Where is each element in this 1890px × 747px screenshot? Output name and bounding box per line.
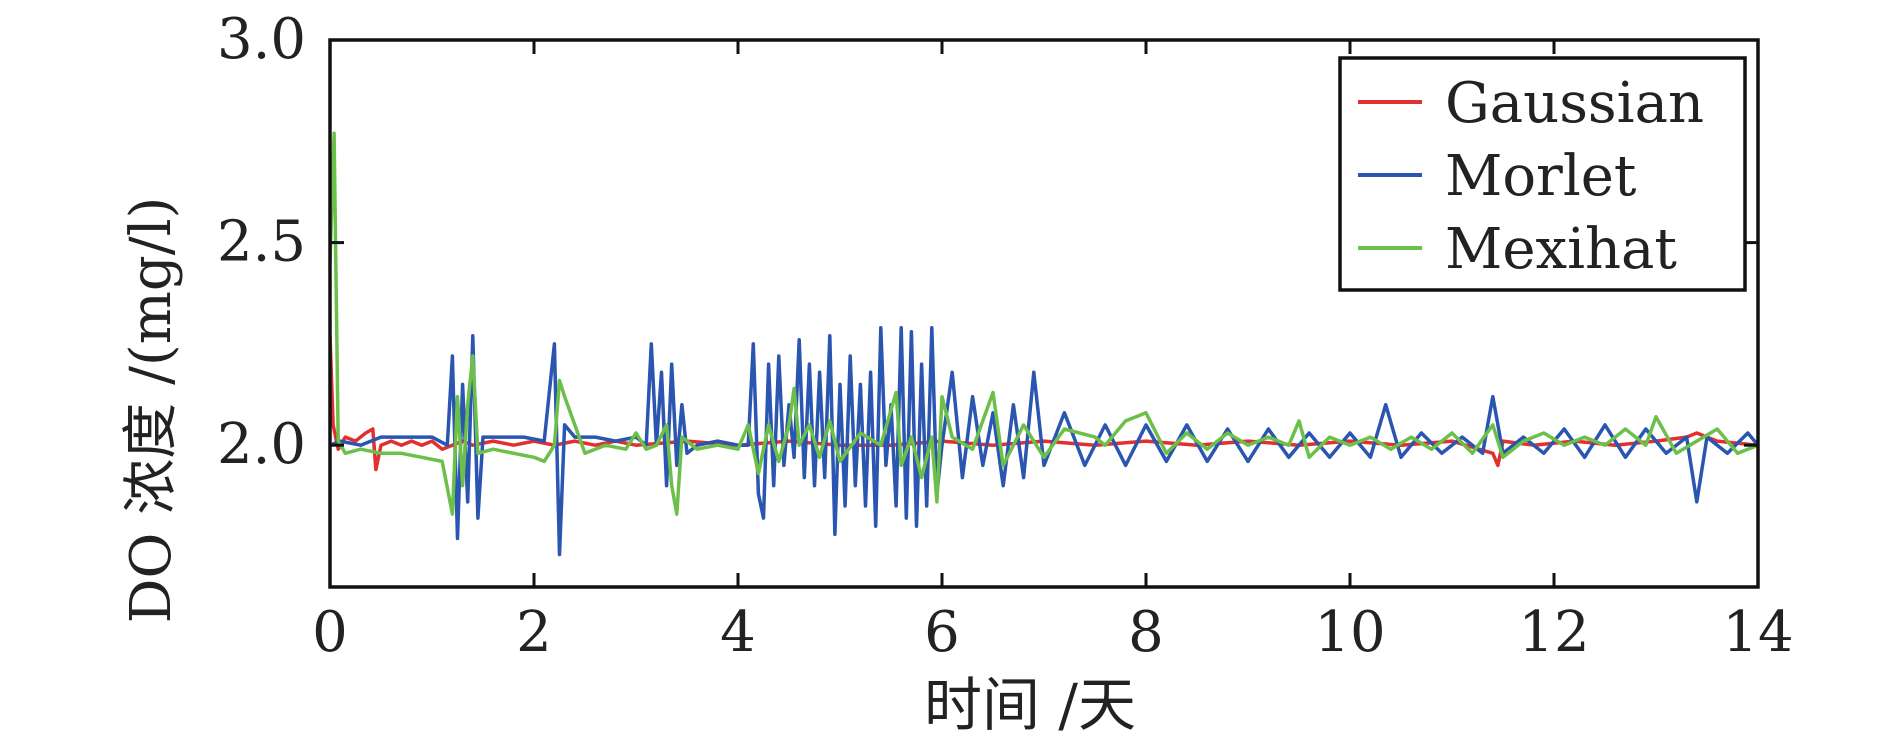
x-axis-title: 时间 /天 (924, 671, 1136, 739)
x-tick-label: 6 (924, 600, 960, 665)
series-lines-layer (330, 131, 1758, 557)
series-line-mexihat (330, 131, 1758, 516)
y-axis-title: DO 浓度 /(mg/l) (119, 197, 184, 624)
axes-layer (328, 38, 1760, 589)
x-tick-label: 8 (1128, 600, 1164, 665)
plot-frame (328, 38, 1760, 589)
x-tick-label: 4 (720, 600, 756, 665)
x-tick-label: 0 (312, 600, 348, 665)
x-tick-label: 10 (1314, 600, 1385, 665)
legend-label-gaussian: Gaussian (1445, 71, 1704, 136)
y-tick-label: 3.0 (217, 7, 306, 72)
y-tick-label: 2.0 (217, 412, 306, 477)
legend-label-morlet: Morlet (1445, 144, 1637, 209)
x-tick-label: 2 (516, 600, 552, 665)
ticks-layer: 0 2 4 6 8 10 12 14 2.0 2.5 3.0 (217, 7, 1794, 665)
legend: Gaussian Morlet Mexihat (1338, 56, 1747, 292)
legend-label-mexihat: Mexihat (1445, 217, 1677, 282)
y-tick-label: 2.5 (217, 210, 306, 275)
series-line-morlet (330, 325, 1758, 557)
x-tick-label: 12 (1518, 600, 1589, 665)
x-tick-label: 14 (1722, 600, 1793, 665)
